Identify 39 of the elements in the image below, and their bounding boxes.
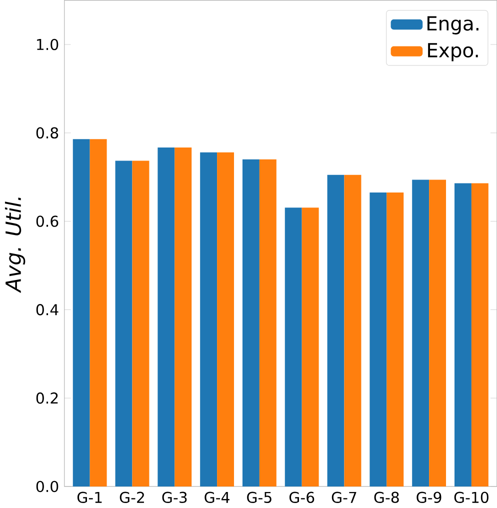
y-tick-label: 0.4 xyxy=(36,304,58,316)
y-tick-label: 1.0 xyxy=(36,38,58,50)
bar xyxy=(90,139,107,486)
x-tick-label: G-5 xyxy=(246,492,272,504)
bar xyxy=(132,160,150,486)
x-tick-label: G-10 xyxy=(454,492,488,504)
x-tick-label: G-4 xyxy=(204,492,230,504)
bar xyxy=(216,152,234,486)
x-tick-label: G-3 xyxy=(162,492,187,504)
bar xyxy=(302,208,319,486)
bar xyxy=(327,174,344,486)
legend-label: Expo. xyxy=(428,43,478,62)
bar xyxy=(370,192,387,486)
x-tick-label: G-8 xyxy=(374,492,399,504)
bar xyxy=(200,152,217,486)
bar xyxy=(412,180,429,486)
bar xyxy=(454,183,472,486)
x-tick-label: G-2 xyxy=(120,492,144,504)
legend-label: Enga. xyxy=(427,16,478,34)
y-tick-label: 0.8 xyxy=(36,127,58,139)
y-tick-label: 0.0 xyxy=(36,480,58,492)
bar xyxy=(428,180,446,486)
x-tick-label: G-7 xyxy=(332,492,356,504)
x-tick-label: G-1 xyxy=(77,492,102,504)
x-tick-label: G-6 xyxy=(289,492,314,504)
bar xyxy=(174,147,192,486)
bar xyxy=(259,159,276,486)
x-tick-label: G-9 xyxy=(416,492,442,504)
bar xyxy=(386,192,404,486)
bar xyxy=(344,174,362,486)
bar xyxy=(471,183,488,486)
y-tick-label: 0.2 xyxy=(36,392,58,404)
bar xyxy=(72,139,90,486)
bar xyxy=(284,208,302,486)
bar xyxy=(115,160,132,486)
y-tick-label: 0.6 xyxy=(36,216,58,227)
y-axis-title: Avg. Util. xyxy=(4,198,26,294)
bar xyxy=(158,147,175,486)
bar xyxy=(242,159,260,486)
